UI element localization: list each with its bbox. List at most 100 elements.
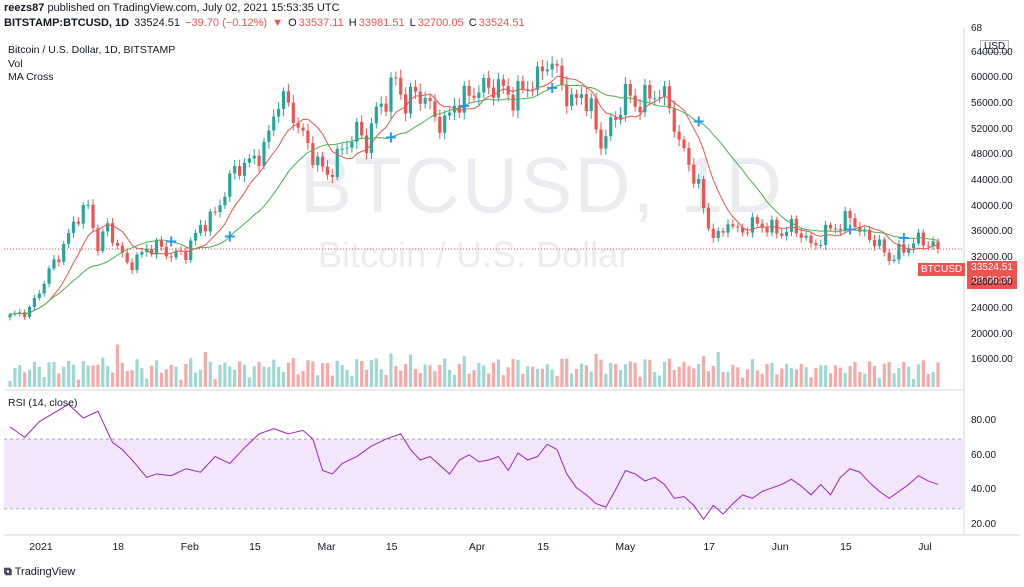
volume-bar (858, 371, 862, 387)
volume-bar (814, 368, 818, 387)
candle-body (296, 123, 300, 128)
candle-body (482, 77, 486, 93)
candle-body (350, 141, 354, 148)
candle-body (32, 298, 37, 307)
volume-bar (721, 372, 725, 387)
volume-bar (345, 369, 349, 387)
volume-bar (589, 371, 593, 387)
candle-body (780, 233, 784, 236)
candle-body (184, 250, 188, 261)
candle-body (877, 239, 881, 246)
candle-body (697, 179, 701, 184)
candle-body (262, 141, 266, 166)
candle-body (164, 246, 168, 257)
volume-bar (413, 368, 417, 387)
volume-bar (399, 370, 403, 387)
volume-bar (281, 371, 286, 387)
volume-bar (67, 361, 71, 387)
volume-bar (311, 361, 315, 387)
volume-bar (369, 360, 374, 387)
volume-bar (194, 372, 198, 387)
candle-body (794, 218, 798, 234)
volume-bar (799, 363, 803, 387)
volume-bar (907, 366, 911, 387)
volume-bar (672, 369, 676, 387)
time-tick-label: Feb (180, 541, 199, 553)
candle-body (433, 101, 437, 117)
candle-body (404, 94, 408, 114)
volume-bar (667, 358, 671, 387)
candle-body (389, 77, 393, 112)
candle-body (223, 196, 227, 206)
legend-rsi: RSI (14, close) (8, 397, 78, 409)
volume-bar (433, 371, 437, 387)
candle-body (814, 243, 818, 246)
ma-cross-marker: + (458, 96, 471, 115)
volume-bar (86, 365, 90, 387)
candle-body (320, 156, 325, 167)
volume-bar (106, 365, 110, 387)
candle-body (208, 211, 212, 232)
candle-body (902, 243, 906, 253)
candle-body (418, 91, 422, 104)
time-tick-label: 15 (840, 541, 852, 553)
volume-bar (320, 363, 325, 387)
candle-body (311, 143, 315, 166)
candle-body (115, 242, 120, 246)
candle-body (364, 135, 369, 154)
last-price-label: 33524.51 (971, 262, 1013, 273)
candle-body (438, 116, 442, 133)
volume-bar (360, 360, 364, 387)
low-label: L (409, 17, 416, 29)
candle-body (96, 228, 100, 252)
volume-bar (863, 373, 867, 387)
price-tick-label: 32000.00 (971, 251, 1013, 263)
volume-bar (408, 354, 413, 387)
open-value: 33537.11 (298, 17, 344, 29)
candle-body (594, 98, 598, 130)
candle-body (765, 227, 769, 233)
volume-bar (169, 364, 173, 387)
volume-bar (145, 378, 149, 387)
volume-bar (838, 367, 842, 387)
candle-body (496, 79, 501, 98)
candle-body (355, 121, 359, 142)
volume-bar (882, 363, 886, 387)
candle-body (130, 262, 134, 270)
candle-body (565, 84, 569, 107)
volume-bar (921, 360, 925, 387)
candle-body (291, 102, 295, 124)
volume-bar (780, 368, 784, 387)
candle-body (81, 205, 85, 224)
candle-body (658, 97, 662, 99)
candle-body (750, 217, 754, 233)
volume-bar (379, 369, 383, 387)
tradingview-logo-icon: ⧉ (4, 566, 12, 578)
watermark-name: Bitcoin / U.S. Dollar (318, 234, 631, 275)
volume-bar (13, 368, 17, 387)
volume-bar (228, 366, 232, 387)
volume-bar (233, 369, 237, 387)
candle-body (257, 155, 261, 166)
author-name: reezs87 (4, 2, 45, 14)
price-tick-label: 68 (971, 23, 983, 34)
legend-ma-cross: MA Cross (8, 71, 54, 83)
candle-body (633, 95, 637, 107)
candle-body (828, 224, 833, 229)
volume-bar (716, 352, 720, 387)
volume-bar (125, 371, 129, 387)
footer-brand[interactable]: ⧉ TradingView (4, 566, 75, 579)
candle-body (907, 248, 911, 253)
volume-bar (535, 368, 540, 387)
volume-bar (936, 362, 940, 387)
volume-bar (501, 375, 505, 387)
volume-bar (662, 361, 667, 387)
candle-body (858, 227, 862, 232)
currency-button[interactable]: USD (980, 40, 1010, 53)
volume-bar (150, 365, 154, 387)
candle-body (325, 166, 330, 175)
candle-body (579, 94, 584, 98)
candle-body (242, 162, 247, 176)
candle-body (599, 129, 603, 149)
